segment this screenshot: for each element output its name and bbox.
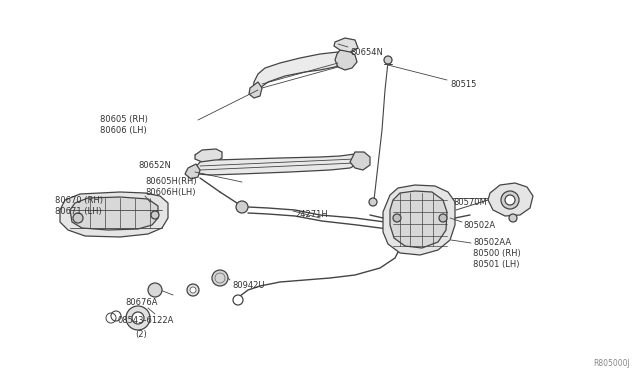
Polygon shape bbox=[390, 191, 447, 248]
Text: 80606 (LH): 80606 (LH) bbox=[100, 126, 147, 135]
Circle shape bbox=[509, 214, 517, 222]
Circle shape bbox=[212, 270, 228, 286]
Text: 80501 (LH): 80501 (LH) bbox=[473, 260, 520, 269]
Text: 80942U: 80942U bbox=[232, 281, 264, 290]
Circle shape bbox=[151, 211, 159, 219]
Text: 80670 (RH): 80670 (RH) bbox=[55, 196, 103, 205]
Text: 80500 (RH): 80500 (RH) bbox=[473, 249, 521, 258]
Polygon shape bbox=[350, 152, 370, 170]
Text: 24271H: 24271H bbox=[295, 210, 328, 219]
Circle shape bbox=[505, 195, 515, 205]
Text: 80654N: 80654N bbox=[350, 48, 383, 57]
Polygon shape bbox=[334, 38, 358, 52]
Polygon shape bbox=[193, 154, 360, 175]
Polygon shape bbox=[488, 183, 533, 216]
Text: 80605 (RH): 80605 (RH) bbox=[100, 115, 148, 124]
Text: 80652N: 80652N bbox=[138, 161, 171, 170]
Circle shape bbox=[439, 214, 447, 222]
Polygon shape bbox=[70, 197, 158, 230]
Circle shape bbox=[126, 306, 150, 330]
Text: 08543-6122A: 08543-6122A bbox=[117, 316, 173, 325]
Circle shape bbox=[187, 284, 199, 296]
Circle shape bbox=[73, 213, 83, 223]
Circle shape bbox=[236, 201, 248, 213]
Circle shape bbox=[190, 287, 196, 293]
Polygon shape bbox=[253, 52, 348, 96]
Circle shape bbox=[384, 56, 392, 64]
Polygon shape bbox=[383, 185, 455, 255]
Polygon shape bbox=[249, 82, 262, 98]
Polygon shape bbox=[60, 192, 168, 237]
Circle shape bbox=[148, 283, 162, 297]
Polygon shape bbox=[335, 50, 357, 70]
Text: (2): (2) bbox=[135, 330, 147, 339]
Polygon shape bbox=[185, 164, 200, 179]
Text: 80570M: 80570M bbox=[453, 198, 487, 207]
Circle shape bbox=[233, 295, 243, 305]
Circle shape bbox=[393, 214, 401, 222]
Circle shape bbox=[501, 191, 519, 209]
Text: 80502A: 80502A bbox=[463, 221, 495, 230]
Circle shape bbox=[369, 198, 377, 206]
Text: 80606H(LH): 80606H(LH) bbox=[145, 188, 195, 197]
Circle shape bbox=[132, 312, 144, 324]
Text: 80502AA: 80502AA bbox=[473, 238, 511, 247]
Text: 80515: 80515 bbox=[450, 80, 476, 89]
Polygon shape bbox=[195, 149, 222, 162]
Text: R805000J: R805000J bbox=[593, 359, 630, 368]
Text: 80605H(RH): 80605H(RH) bbox=[145, 177, 196, 186]
Text: 80676A: 80676A bbox=[125, 298, 157, 307]
Text: 80671 (LH): 80671 (LH) bbox=[55, 207, 102, 216]
